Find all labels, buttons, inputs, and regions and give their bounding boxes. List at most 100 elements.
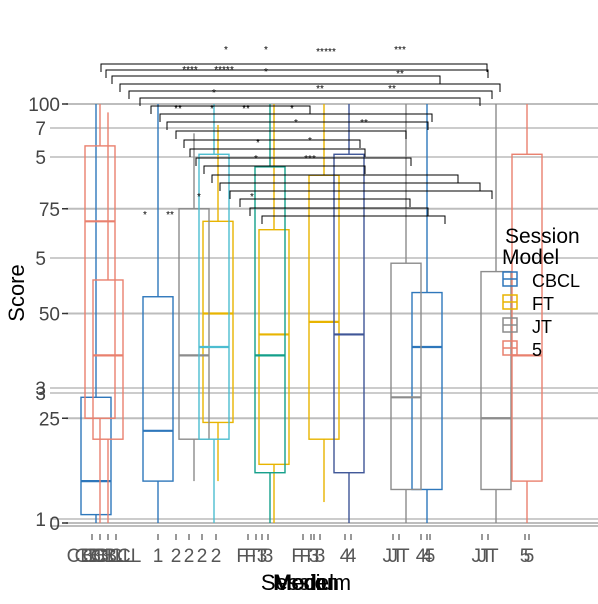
legend-entry: JT	[502, 317, 552, 337]
x-tick-label: FT	[291, 546, 315, 567]
significance-bracket	[159, 113, 433, 122]
bracket-line	[150, 105, 311, 114]
significance-label: **	[396, 69, 404, 80]
significance-label: ***	[394, 45, 406, 56]
bracket-line	[100, 63, 488, 72]
bracket-line	[183, 139, 361, 148]
significance-label: *	[230, 65, 234, 76]
grid-lines	[50, 103, 598, 527]
x-tick-label: CBCL	[67, 546, 118, 567]
x-tick-label: JT	[388, 546, 410, 567]
significance-label: *	[256, 138, 260, 149]
box-iqr	[333, 153, 365, 474]
y-tick-label: 50	[39, 305, 60, 326]
box-iqr	[480, 270, 512, 491]
box-iqr	[84, 145, 116, 419]
bracket-line	[229, 190, 493, 199]
x-tick-label: CBCL	[91, 546, 142, 567]
significance-bracket	[229, 190, 493, 199]
y-tick-label-secondary: 7	[35, 119, 46, 140]
significance-label: *	[143, 210, 147, 221]
box-cbcl	[80, 104, 112, 523]
bracket-line	[139, 97, 481, 106]
bracket-line	[261, 215, 446, 224]
x-tick-label: 3	[309, 546, 320, 567]
box-iqr	[80, 396, 112, 516]
significance-label: **	[388, 84, 396, 95]
x-axis-title-1: Session	[261, 570, 339, 595]
bracket-line	[249, 207, 429, 216]
significance-label: **	[360, 118, 368, 129]
x-tick-label: 2	[171, 546, 182, 567]
x-tick-label: 3	[263, 546, 274, 567]
box-iqr	[202, 220, 234, 424]
legend: Session Model CBCL FT JT 5	[502, 225, 580, 360]
x-tick-label: 4	[422, 546, 433, 567]
box-iqr	[411, 291, 443, 491]
x-tick-label: FT	[236, 546, 260, 567]
legend-entry: 5	[502, 340, 542, 360]
bracket-line	[211, 174, 459, 183]
legend-label: FT	[532, 294, 554, 314]
x-tick-label: 4	[346, 546, 357, 567]
box-cbcl	[411, 104, 443, 523]
bracket-line	[239, 198, 411, 207]
significance-label: *	[294, 118, 298, 129]
x-tick-label: FT	[299, 546, 323, 567]
x-tick-label: JT	[382, 546, 404, 567]
box-iqr	[254, 166, 286, 474]
significance-bracket	[119, 83, 501, 92]
x-tick-label: 2	[211, 546, 222, 567]
legend-entry: FT	[502, 294, 554, 314]
box-ft	[202, 124, 234, 482]
significance-bracket	[195, 157, 412, 166]
significance-bracket	[166, 121, 429, 130]
x-tick-label: 5	[524, 546, 535, 567]
box-session-5	[92, 112, 124, 523]
y-tick-label-secondary: 1	[35, 510, 46, 531]
significance-label: **	[316, 47, 324, 58]
x-tick-label: 4	[340, 546, 351, 567]
x-tick-label: 1	[153, 546, 164, 567]
x-tick-label: JT	[471, 546, 493, 567]
box-iqr	[178, 208, 210, 440]
box-session-3	[254, 104, 286, 523]
significance-label: **	[316, 84, 324, 95]
bracket-line	[189, 148, 366, 157]
x-tick-label: 2	[184, 546, 195, 567]
bracket-line	[219, 182, 481, 191]
significance-label: ***	[304, 154, 316, 165]
significance-label: **	[174, 104, 182, 115]
box-cbcl	[142, 104, 174, 523]
y-tick-label-secondary: 5	[35, 148, 46, 169]
significance-bracket	[249, 207, 429, 216]
significance-label: *	[264, 45, 268, 56]
x-tick-label: JT	[477, 546, 499, 567]
significance-bracket	[261, 215, 446, 224]
significance-label: *	[264, 67, 268, 78]
x-tick-label: 4	[416, 546, 427, 567]
x-axis-title-3: Medium	[273, 570, 351, 595]
significance-label: *	[254, 154, 258, 165]
x-tick-label: 2	[197, 546, 208, 567]
bracket-line	[175, 130, 407, 139]
bracket-line	[195, 157, 412, 166]
x-tick-label: FT	[244, 546, 268, 567]
significance-bracket	[203, 165, 366, 174]
box-session-5	[84, 104, 116, 523]
significance-bracket	[139, 97, 481, 106]
x-tick-label: 3	[315, 546, 326, 567]
x-axis-title-group: Session Model Medium	[261, 570, 351, 595]
box-session-2	[198, 104, 230, 523]
significance-bracket	[219, 182, 481, 191]
legend-entry: CBCL	[502, 271, 580, 291]
significance-label: **	[242, 104, 250, 115]
significance-label: **	[166, 210, 174, 221]
box-iqr	[258, 228, 290, 466]
significance-label: ****	[182, 65, 198, 76]
legend-title-session: Session	[505, 225, 580, 248]
box-jt	[480, 104, 512, 523]
significance-bracket	[189, 148, 366, 157]
